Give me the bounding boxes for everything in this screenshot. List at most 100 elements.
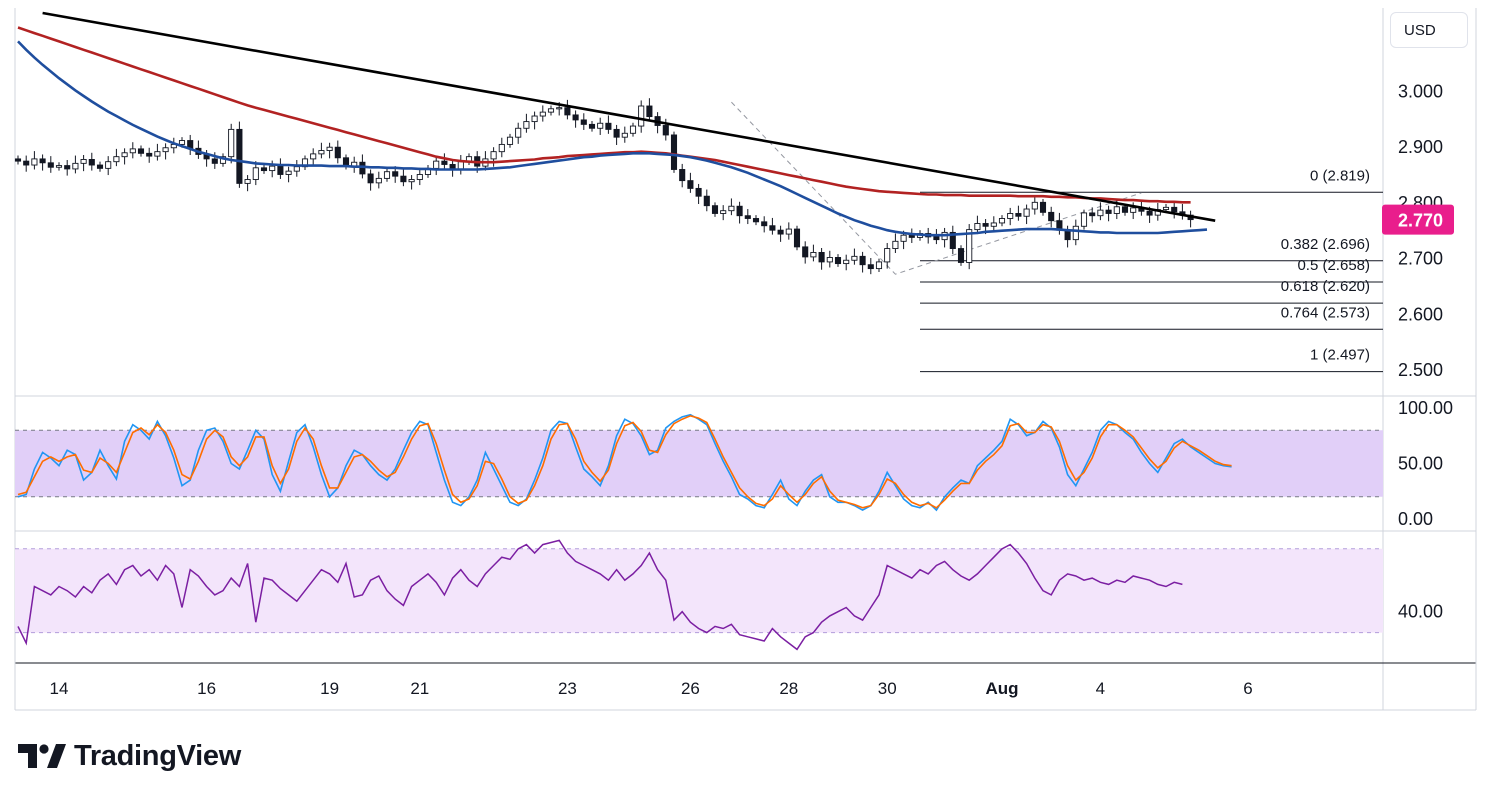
fib-swing-dashed-line	[731, 101, 1142, 275]
last-price-label: 2.770	[1398, 211, 1443, 231]
candle-body-down	[752, 218, 760, 223]
price-axis-tick-label: 2.500	[1398, 360, 1443, 380]
candle	[515, 122, 522, 144]
price-axis-tick-label: 3.000	[1398, 82, 1443, 102]
candle-body-down	[793, 228, 801, 248]
candle	[875, 258, 883, 272]
candle-body-down	[834, 257, 842, 265]
candle	[80, 155, 87, 172]
candle-body-up	[875, 261, 883, 270]
candle	[720, 205, 727, 221]
fib-level-label: 0.5 (2.658)	[1297, 257, 1370, 274]
candle	[310, 148, 317, 166]
candle	[170, 137, 177, 154]
stochastic-axis-tick-label: 100.00	[1398, 398, 1453, 418]
candle-body-down	[588, 123, 596, 129]
candle	[47, 156, 54, 173]
time-axis-tick-label: 28	[779, 679, 798, 698]
brand-logo[interactable]: TradingView	[18, 738, 241, 774]
candle-body-up	[621, 132, 628, 138]
candle	[219, 153, 227, 167]
moving-average-blue-line	[17, 40, 1208, 237]
candle	[187, 134, 194, 156]
fib-level-label: 0.764 (2.573)	[1281, 304, 1370, 321]
candle	[588, 121, 596, 132]
candle	[277, 158, 284, 179]
candle-body-up	[1113, 206, 1120, 214]
candle	[244, 175, 251, 192]
candle-body-up	[990, 222, 997, 227]
candle-body-up	[1080, 212, 1088, 227]
candle	[884, 242, 891, 269]
candle-body-up	[810, 252, 817, 258]
candle-body-down	[908, 234, 915, 238]
candle	[72, 155, 79, 174]
candle	[301, 155, 309, 171]
candle	[580, 113, 587, 130]
candle	[1056, 212, 1063, 235]
candle	[1072, 219, 1079, 246]
candle-body-down	[761, 221, 768, 227]
candle-body-up	[843, 259, 850, 265]
candle	[236, 121, 243, 188]
candle-body-down	[1089, 212, 1096, 217]
candle	[998, 215, 1006, 227]
candle-body-down	[137, 148, 145, 154]
candle-body-down	[867, 264, 874, 270]
candle	[121, 148, 128, 165]
candle	[506, 133, 514, 148]
stochastic-band	[15, 430, 1383, 497]
candle-body-down	[211, 158, 218, 164]
candle	[752, 215, 760, 226]
stochastic-axis-tick-label: 0.00	[1398, 509, 1433, 529]
candle-body-down	[23, 160, 30, 166]
candle	[638, 100, 645, 133]
candle	[670, 131, 678, 173]
candle	[564, 99, 571, 120]
candle-body-up	[884, 248, 891, 263]
currency-button[interactable]: USD	[1390, 12, 1468, 48]
candle-body-down	[400, 175, 407, 183]
candle-body-up	[433, 160, 440, 169]
candle	[88, 152, 95, 171]
candle-body-down	[236, 128, 243, 184]
candle	[1015, 205, 1022, 221]
candle	[260, 164, 268, 174]
candle	[523, 113, 530, 133]
candle	[465, 153, 473, 166]
candle-body-up	[457, 161, 464, 170]
candle	[252, 161, 259, 186]
candle-body-up	[31, 158, 38, 166]
candle	[1171, 201, 1178, 219]
candle-body-down	[1146, 210, 1153, 216]
rsi-panel	[15, 539, 1383, 651]
candle-body-down	[605, 122, 612, 130]
candle-body-up	[293, 166, 300, 172]
candle-body-up	[851, 255, 858, 261]
candle	[531, 111, 538, 130]
candle	[1080, 209, 1088, 230]
candle-body-up	[974, 223, 981, 231]
candle-body-down	[777, 229, 784, 235]
price-axis-tick-label: 2.700	[1398, 249, 1443, 269]
candle	[146, 147, 153, 163]
candle-body-up	[638, 105, 645, 127]
candle-body-down	[802, 246, 809, 258]
candle	[326, 142, 333, 159]
time-axis-tick-label: 6	[1243, 679, 1252, 698]
axes: 3.0002.9002.8002.7002.6002.5002.770100.0…	[50, 82, 1454, 698]
candle-body-down	[744, 215, 751, 219]
candle	[605, 115, 612, 134]
candle-body-up	[515, 127, 522, 138]
candle	[383, 168, 391, 182]
candle	[834, 254, 842, 267]
candle-body-down	[334, 146, 341, 159]
candle	[597, 117, 604, 135]
candle	[318, 142, 325, 159]
candle-body-up	[728, 205, 735, 212]
candle-body-down	[441, 160, 448, 165]
stochastic-k-line	[17, 413, 1232, 512]
candle	[867, 258, 874, 275]
candle	[293, 160, 300, 177]
candle-body-down	[572, 114, 579, 121]
